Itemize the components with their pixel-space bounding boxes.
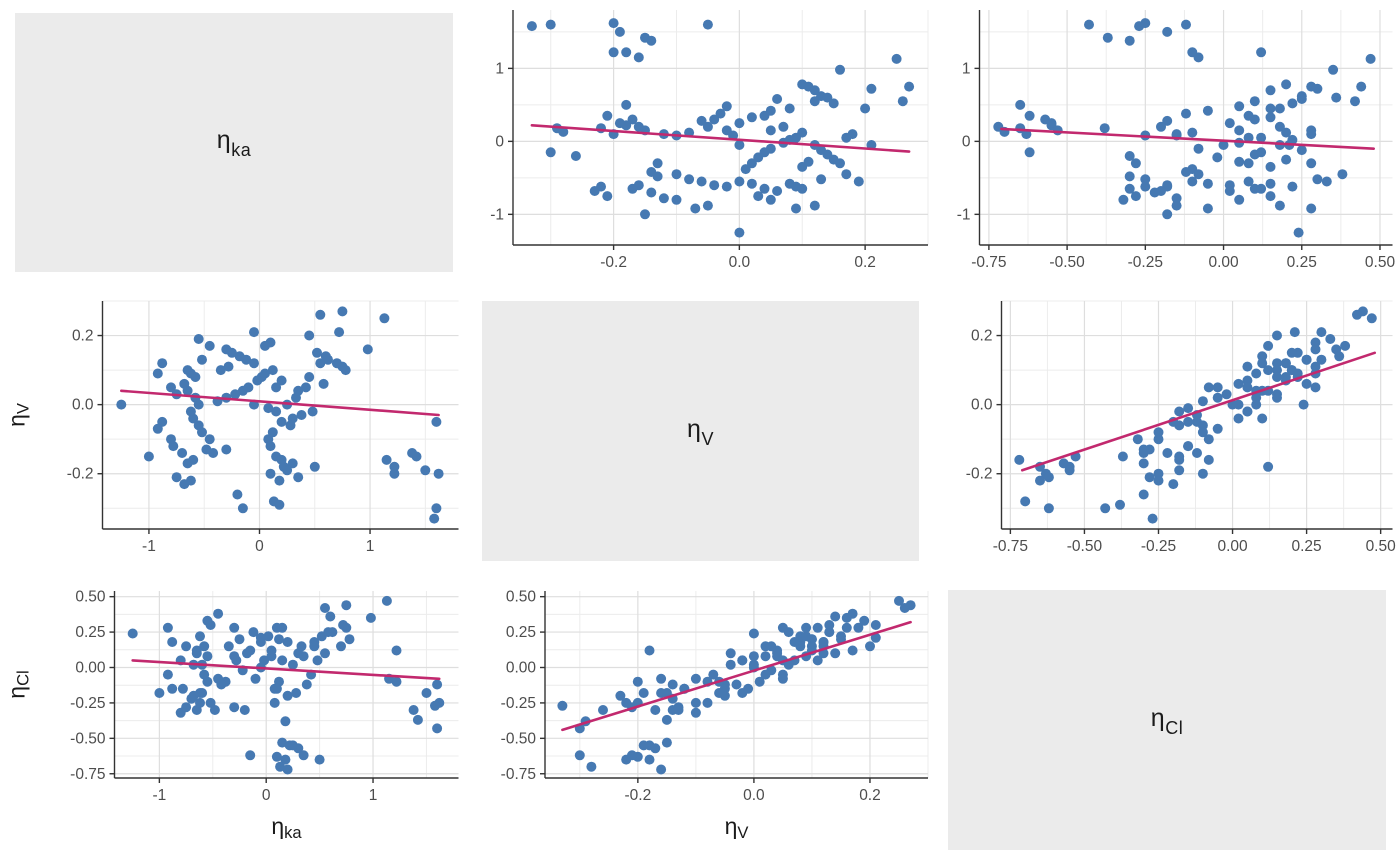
svg-text:-1: -1 (957, 206, 971, 223)
svg-text:0.50: 0.50 (506, 589, 537, 606)
panel-scatter-ka-vs-V: -1 0 1 -0.2 0.0 0.2 ηV (0, 288, 467, 577)
scatter-plot-eta-v-vs-eta-ka: -0.2 0.0 0.2 -1 0 1 (490, 10, 929, 271)
panel-diag-eta-Cl: ηCl (933, 577, 1400, 866)
svg-text:1: 1 (495, 60, 504, 77)
scatter-plot-eta-ka-vs-eta-v: -1 0 1 -0.2 0.0 0.2 ηV (4, 300, 459, 555)
svg-text:ηV: ηV (4, 403, 33, 427)
svg-text:0.25: 0.25 (506, 624, 536, 641)
svg-text:-1: -1 (490, 206, 504, 223)
panel-diag-eta-ka: ηka (0, 0, 467, 288)
svg-text:0.00: 0.00 (506, 660, 537, 677)
svg-text:-0.75: -0.75 (501, 766, 536, 783)
svg-text:0.0: 0.0 (729, 254, 751, 271)
svg-text:0.50: 0.50 (1366, 538, 1397, 555)
svg-text:-0.2: -0.2 (67, 466, 94, 483)
svg-text:0.25: 0.25 (1292, 538, 1322, 555)
svg-text:ηV: ηV (725, 813, 749, 842)
svg-text:0.2: 0.2 (854, 254, 876, 271)
scatter-plot-eta-ka-vs-eta-cl: -1 0 1 -0.75 -0.50 -0.25 0.00 0.25 0.50 ηka ηCl (4, 589, 459, 842)
svg-text:-0.50: -0.50 (70, 730, 106, 747)
svg-text:-1: -1 (152, 787, 166, 804)
svg-text:-0.75: -0.75 (993, 538, 1028, 555)
panel-scatter-Cl-vs-V: -0.75 -0.50 -0.25 0.00 0.25 0.50 -0.2 0.0 0.2 (933, 288, 1400, 577)
svg-text:ηCl: ηCl (4, 670, 33, 698)
svg-text:0.00: 0.00 (1217, 538, 1248, 555)
svg-text:-0.50: -0.50 (1049, 254, 1085, 271)
svg-text:0.25: 0.25 (1287, 254, 1317, 271)
diag-box-v: ηV (482, 301, 919, 561)
scatter-plot-eta-v-vs-eta-cl: -0.2 0.0 0.2 -0.75 -0.50 -0.25 0.00 0.25 0.50 ηV (501, 589, 929, 842)
diag-label-eta-v: ηV (687, 414, 714, 449)
svg-text:0.2: 0.2 (72, 328, 94, 345)
diag-label-eta-ka: ηka (216, 126, 252, 160)
svg-text:-0.50: -0.50 (501, 730, 537, 747)
svg-text:0.50: 0.50 (75, 589, 106, 606)
panel-scatter-ka-vs-Cl: -1 0 1 -0.75 -0.50 -0.25 0.00 0.25 0.50 ηka ηCl (0, 577, 467, 866)
svg-text:0: 0 (495, 133, 504, 150)
svg-text:-1: -1 (142, 538, 156, 555)
svg-text:-0.50: -0.50 (1067, 538, 1103, 555)
diag-box-ka: ηka (15, 13, 453, 272)
panel-scatter-V-vs-Cl: -0.2 0.0 0.2 -0.75 -0.50 -0.25 0.00 0.25 0.50 ηV (467, 577, 933, 866)
svg-text:-0.2: -0.2 (966, 466, 993, 483)
panel-scatter-Cl-vs-ka: -0.75 -0.50 -0.25 0.00 0.25 0.50 -1 0 1 (933, 0, 1400, 288)
svg-text:1: 1 (962, 60, 971, 77)
svg-text:0.0: 0.0 (72, 397, 94, 414)
svg-text:-0.25: -0.25 (501, 695, 536, 712)
panel-scatter-V-vs-ka: -0.2 0.0 0.2 -1 0 1 (467, 0, 933, 288)
svg-text:-0.25: -0.25 (1141, 538, 1176, 555)
svg-text:-0.2: -0.2 (624, 787, 651, 804)
svg-text:-0.2: -0.2 (600, 254, 627, 271)
svg-text:0.25: 0.25 (75, 624, 105, 641)
svg-text:0: 0 (255, 538, 264, 555)
svg-text:ηka: ηka (271, 813, 302, 842)
diag-label-eta-cl: ηCl (1150, 703, 1184, 738)
svg-text:0.2: 0.2 (859, 787, 881, 804)
svg-text:0.50: 0.50 (1365, 254, 1396, 271)
svg-text:0.00: 0.00 (75, 660, 106, 677)
svg-text:1: 1 (366, 538, 375, 555)
svg-text:0.0: 0.0 (971, 397, 993, 414)
svg-text:-0.75: -0.75 (971, 254, 1006, 271)
panel-diag-eta-V: ηV (467, 288, 933, 577)
svg-text:-0.25: -0.25 (1128, 254, 1163, 271)
scatter-plot-eta-cl-vs-eta-ka: -0.75 -0.50 -0.25 0.00 0.25 0.50 -1 0 1 (957, 10, 1396, 271)
scatter-plot-eta-cl-vs-eta-v: -0.75 -0.50 -0.25 0.00 0.25 0.50 -0.2 0.0 0.2 (966, 300, 1397, 555)
diag-box-cl: ηCl (948, 590, 1386, 850)
svg-text:-0.75: -0.75 (70, 766, 105, 783)
svg-text:0: 0 (262, 787, 271, 804)
svg-text:0.00: 0.00 (1208, 254, 1239, 271)
svg-text:0.2: 0.2 (971, 328, 993, 345)
svg-text:0: 0 (962, 133, 971, 150)
svg-text:-0.25: -0.25 (70, 695, 105, 712)
svg-text:1: 1 (369, 787, 378, 804)
svg-text:0.0: 0.0 (743, 787, 765, 804)
